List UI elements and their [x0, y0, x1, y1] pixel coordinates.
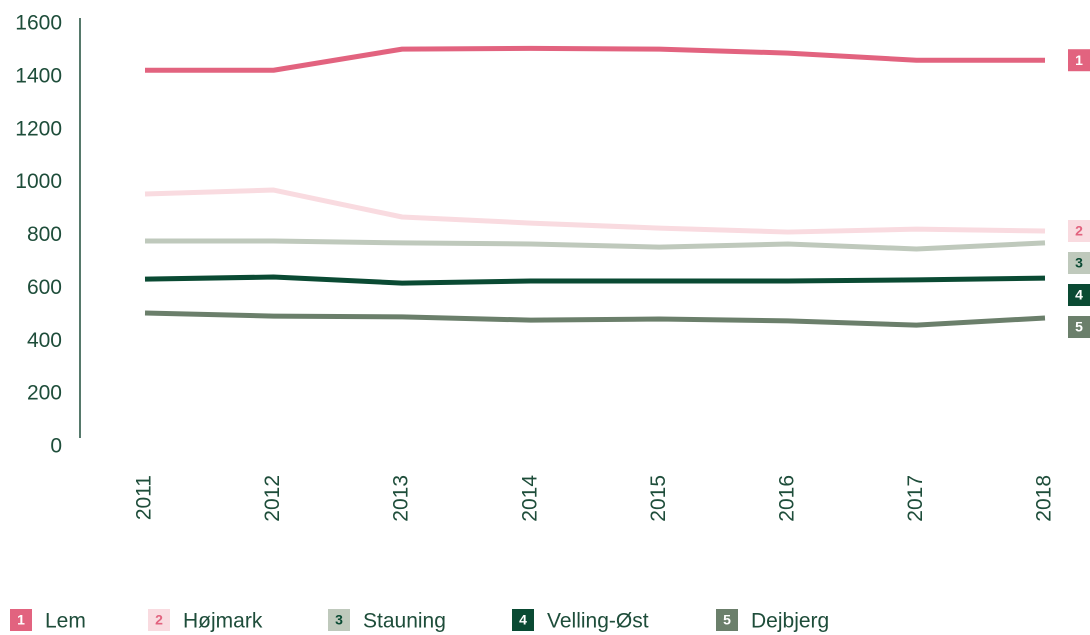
- x-tick-label: 2015: [647, 475, 670, 522]
- end-badge-label: 5: [1075, 319, 1083, 335]
- end-badge: [1068, 316, 1090, 339]
- x-tick-label: 2018: [1033, 475, 1056, 522]
- legend-key: 2: [155, 612, 163, 628]
- y-tick-label: 800: [27, 223, 62, 246]
- end-badge: [1068, 220, 1090, 243]
- legend-swatch: [148, 609, 170, 631]
- legend-swatch: [512, 609, 534, 631]
- end-badge-label: 3: [1075, 255, 1083, 271]
- legend-label: Lem: [45, 610, 86, 633]
- y-tick-label: 1000: [15, 170, 62, 193]
- y-tick-label: 400: [27, 329, 62, 352]
- y-tick-label: 1200: [15, 117, 62, 140]
- legend-key: 3: [335, 612, 343, 628]
- legend-key: 1: [17, 612, 25, 628]
- end-badge: [1068, 284, 1090, 307]
- end-badge-label: 1: [1075, 52, 1083, 68]
- series-line: [145, 45, 1045, 73]
- legend-key: 4: [519, 612, 527, 628]
- x-tick-label: 2011: [133, 475, 156, 520]
- y-tick-label: 200: [27, 382, 62, 405]
- y-tick-label: 1600: [15, 12, 62, 35]
- series-line: [145, 238, 1046, 252]
- series-line: [144, 187, 1046, 235]
- legend-label: Velling-Øst: [547, 610, 649, 633]
- legend-label: Dejbjerg: [751, 610, 829, 633]
- legend-key: 5: [723, 612, 731, 628]
- y-tick-label: 0: [50, 435, 62, 458]
- legend-label: Stauning: [363, 610, 446, 633]
- legend-label: Højmark: [183, 610, 263, 633]
- end-badge: [1068, 49, 1090, 72]
- end-badge-label: 2: [1075, 223, 1083, 239]
- y-tick-label: 600: [27, 276, 62, 299]
- y-tick-label: 1400: [15, 64, 62, 87]
- x-tick-label: 2017: [904, 475, 927, 522]
- end-badge: [1068, 252, 1090, 275]
- x-tick-label: 2014: [518, 475, 541, 522]
- x-tick-label: 2012: [261, 475, 284, 522]
- series-line: [144, 274, 1046, 286]
- end-badge-label: 4: [1075, 287, 1083, 303]
- x-tick-label: 2016: [775, 475, 798, 522]
- x-tick-label: 2013: [390, 475, 413, 522]
- legend-swatch: [716, 609, 738, 631]
- legend-swatch: [328, 609, 350, 631]
- legend-swatch: [10, 609, 32, 631]
- series-line: [144, 310, 1046, 328]
